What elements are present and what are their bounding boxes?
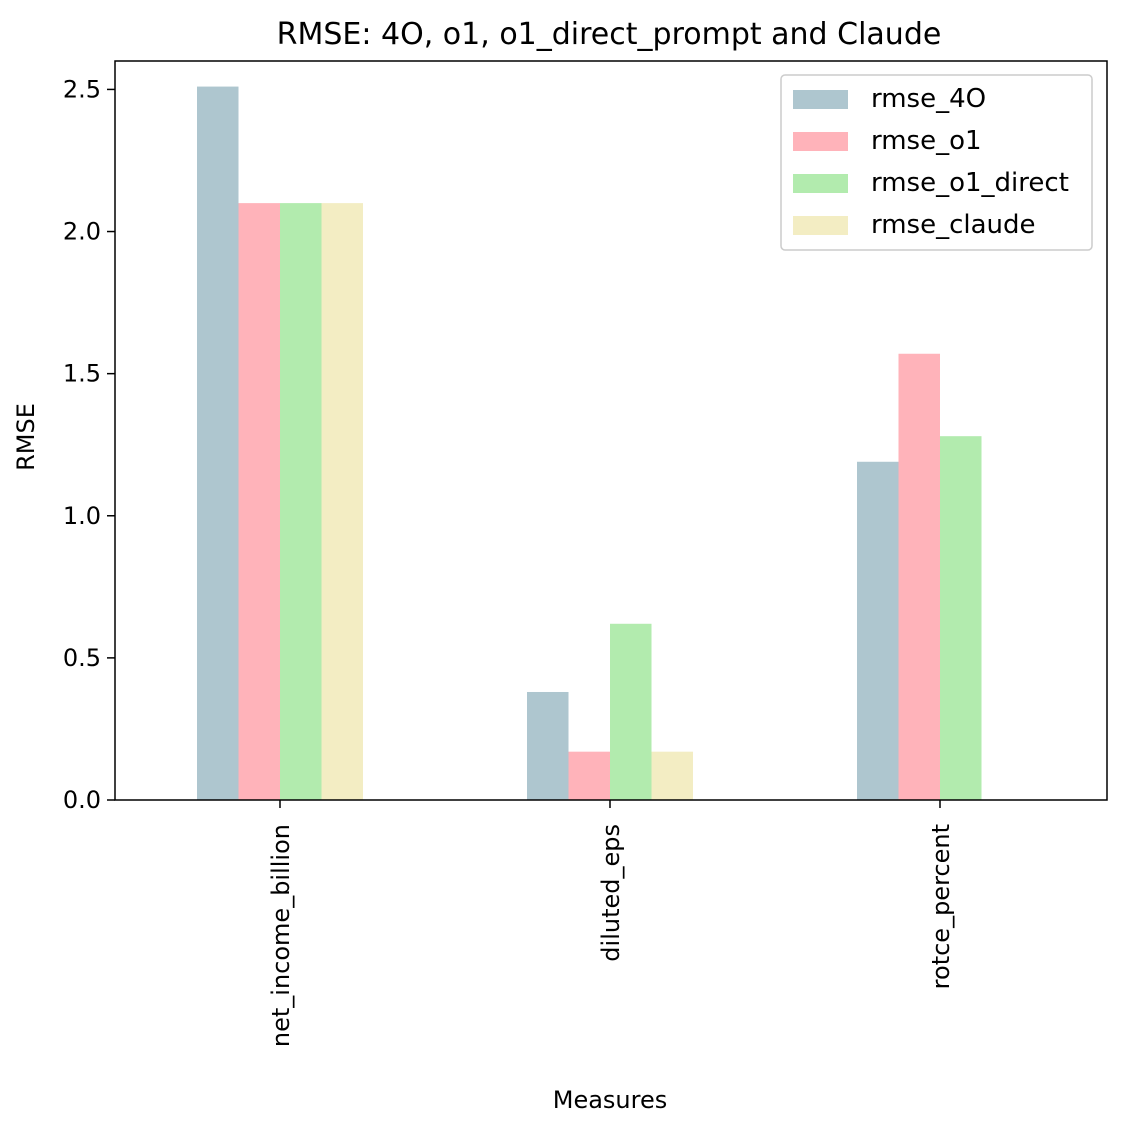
bar-rmse_4O-net_income_billion [197, 86, 239, 801]
legend-swatch-rmse_o1 [793, 132, 848, 151]
y-tick-label: 2.5 [63, 75, 101, 103]
x-tick-label: diluted_eps [597, 824, 625, 962]
plot-frame [114, 60, 1108, 801]
x-tick-label: net_income_billion [267, 824, 295, 1047]
bar-rmse_o1_direct-diluted_eps [610, 623, 652, 800]
bar-rmse_4O-rotce_percent [857, 461, 899, 800]
y-tick-label: 1.5 [63, 360, 101, 388]
bar-rmse_o1-diluted_eps [568, 751, 610, 800]
bar-rmse_o1-net_income_billion [238, 203, 280, 801]
bar-rmse_claude-diluted_eps [651, 751, 693, 800]
y-tick-label: 1.0 [63, 502, 101, 530]
legend-label-rmse_4O: rmse_4O [871, 84, 986, 114]
legend-label-rmse_claude: rmse_claude [871, 210, 1036, 240]
bar-rmse_o1-rotce_percent [898, 353, 940, 800]
bar-rmse_claude-net_income_billion [321, 203, 363, 801]
axes-layer: net_income_billion diluted_eps rotce_perce… [63, 60, 1108, 1047]
legend: rmse_4O rmse_o1 rmse_o1_direct rmse_claude [780, 74, 1093, 251]
legend-box [780, 74, 1093, 251]
y-tick-label: 0.5 [63, 644, 101, 672]
bar-rmse_o1_direct-net_income_billion [280, 203, 322, 801]
legend-swatch-rmse_4O [793, 90, 848, 109]
legend-swatch-rmse_o1_direct [793, 174, 848, 193]
bar-rmse_4O-diluted_eps [527, 691, 569, 800]
bar-rmse_o1_direct-rotce_percent [940, 436, 982, 800]
legend-label-rmse_o1: rmse_o1 [871, 126, 982, 156]
bars-layer [197, 86, 982, 801]
legend-swatch-rmse_claude [793, 216, 848, 235]
y-axis-label: RMSE [12, 403, 40, 471]
legend-label-rmse_o1_direct: rmse_o1_direct [871, 168, 1069, 198]
x-tick-label: rotce_percent [927, 824, 955, 989]
y-tick-label: 2.0 [63, 218, 101, 246]
y-tick-label: 0.0 [63, 786, 101, 814]
chart-title: RMSE: 4O, o1, o1_direct_prompt and Claud… [277, 17, 942, 52]
x-axis-label: Measures [553, 1086, 668, 1114]
